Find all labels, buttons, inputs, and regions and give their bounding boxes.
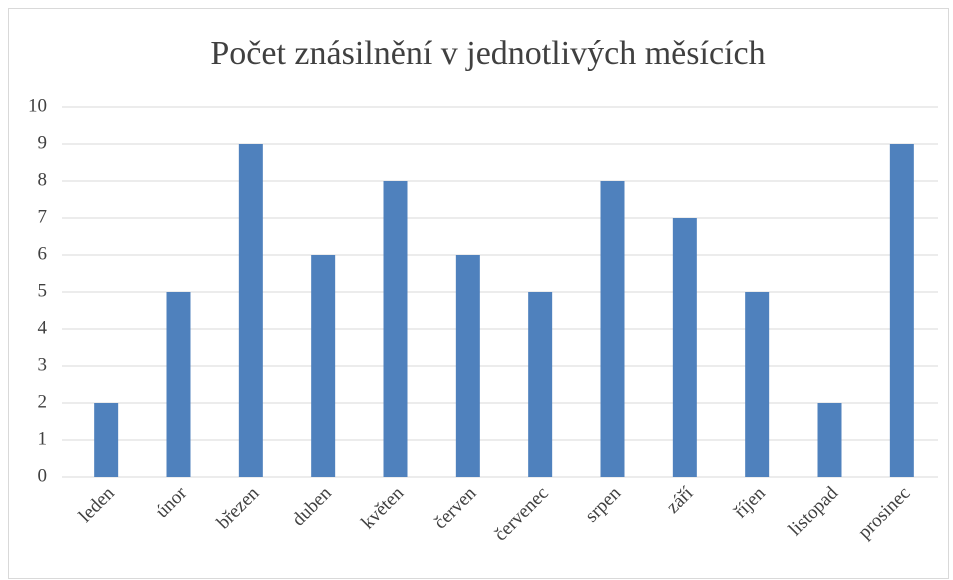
y-tick-label: 8: [38, 169, 48, 190]
bar: [745, 292, 770, 477]
y-tick-label: 6: [38, 243, 48, 264]
bar: [528, 292, 553, 477]
y-tick-label: 7: [38, 206, 48, 227]
bar: [672, 218, 697, 477]
y-tick-label: 5: [38, 280, 48, 301]
y-tick-label: 0: [38, 465, 48, 486]
y-tick-label: 9: [38, 132, 48, 153]
y-tick-label: 4: [38, 317, 48, 338]
bar: [889, 144, 914, 477]
bar: [817, 403, 842, 477]
y-tick-label: 2: [38, 391, 48, 412]
bar: [455, 255, 480, 477]
bar: [166, 292, 191, 477]
chart-title: Počet znásilnění v jednotlivých měsících: [210, 35, 765, 72]
y-tick-label: 1: [38, 428, 48, 449]
y-tick-label: 3: [38, 354, 48, 375]
bar: [94, 403, 119, 477]
y-tick-label: 10: [28, 95, 47, 116]
bar: [600, 181, 625, 477]
bar: [383, 181, 408, 477]
bar: [238, 144, 263, 477]
bar: [311, 255, 336, 477]
